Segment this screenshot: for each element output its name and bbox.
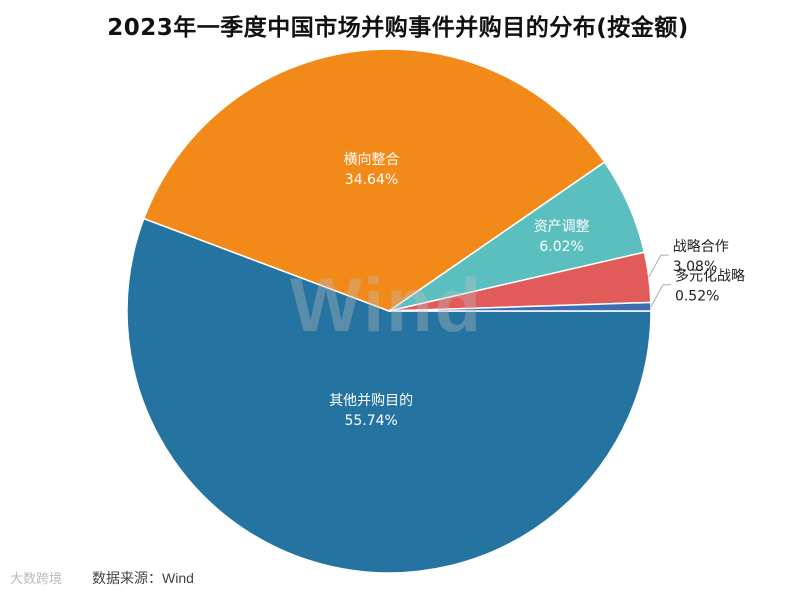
slice-value-label: 34.64% bbox=[345, 172, 398, 188]
leader-lines bbox=[648, 254, 671, 307]
leader-line bbox=[650, 284, 671, 307]
source-logo-watermark: 大数跨境 bbox=[10, 572, 63, 587]
pie-slice-1 bbox=[126, 217, 652, 574]
slice-name-label: 资产调整 bbox=[534, 219, 590, 235]
slice-labels: 其他并购目的 55.74% 横向整合 34.64% 资产调整 6.02% 战略合作 3.08%… bbox=[329, 152, 745, 429]
slice-value-label: 3.08% bbox=[673, 259, 717, 275]
pie-slices bbox=[126, 48, 652, 574]
leader-line bbox=[648, 254, 669, 278]
slice-value-label: 55.74% bbox=[344, 413, 397, 429]
slice-name-label: 横向整合 bbox=[343, 152, 399, 168]
chart-title: 2023年一季度中国市场并购事件并购目的分布(按金额) bbox=[107, 15, 689, 41]
slice-name-label: 多元化战略 bbox=[675, 268, 745, 285]
source-note: 数据来源：Wind bbox=[92, 570, 194, 586]
watermark: Wind bbox=[290, 263, 484, 348]
slice-value-label: 6.02% bbox=[539, 239, 583, 255]
slice-name-label: 战略合作 bbox=[673, 239, 729, 255]
slice-name-label: 其他并购目的 bbox=[329, 393, 413, 409]
pie-slice-2 bbox=[142, 48, 606, 312]
slice-value-label: 0.52% bbox=[675, 289, 719, 305]
